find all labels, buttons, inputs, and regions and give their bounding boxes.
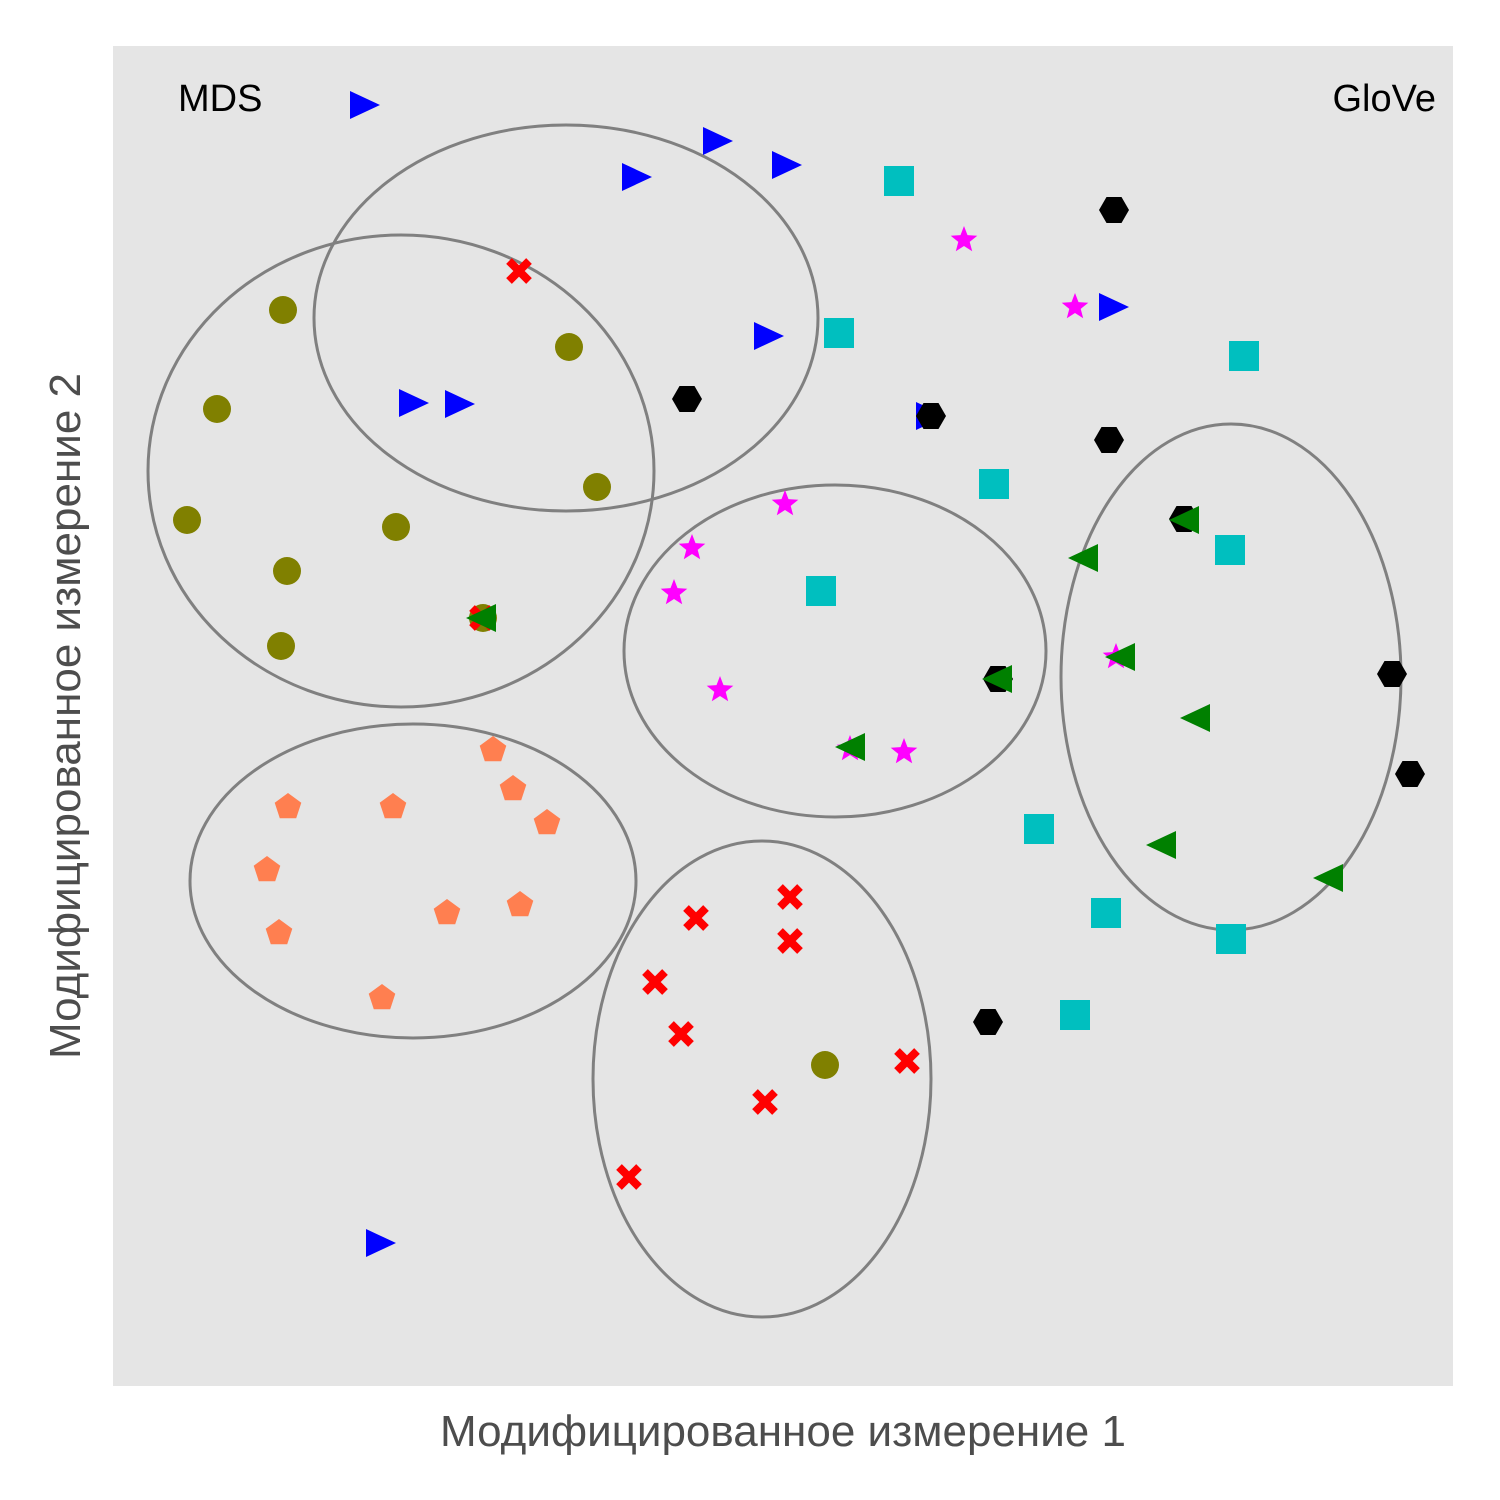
point-triangle-left-1	[1169, 506, 1199, 534]
y-axis-label: Модифицированное измерение 2	[41, 373, 90, 1059]
point-triangle-right-6	[445, 390, 475, 418]
point-pentagon-1	[479, 736, 507, 762]
point-circle-4	[583, 473, 611, 501]
point-star-9	[890, 738, 918, 764]
point-star-6	[706, 676, 734, 702]
point-triangle-right-2	[622, 163, 652, 191]
point-star-4	[678, 534, 706, 560]
point-square-8	[1091, 898, 1121, 928]
point-circle-2	[555, 333, 583, 361]
point-hexagon-3	[916, 403, 946, 429]
point-triangle-left-7	[1146, 831, 1176, 859]
point-circle-6	[382, 513, 410, 541]
point-circle-9	[267, 632, 295, 660]
point-triangle-left-6	[835, 733, 865, 761]
point-pentagon-3	[533, 809, 561, 835]
cluster-ellipse-3	[622, 483, 1048, 819]
point-hexagon-9	[973, 1009, 1003, 1035]
point-square-2	[824, 318, 854, 348]
x-axis-label: Модифицированное измерение 1	[440, 1407, 1126, 1456]
point-star-5	[660, 579, 688, 605]
point-circle-7	[273, 557, 301, 585]
point-square-7	[1024, 814, 1054, 844]
point-triangle-left-5	[1180, 704, 1210, 732]
point-triangle-right-3	[703, 127, 733, 155]
point-hexagon-2	[672, 386, 702, 412]
point-pentagon-9	[265, 919, 293, 945]
point-x-7	[668, 1021, 694, 1047]
point-pentagon-8	[506, 891, 534, 917]
cluster-ellipse-6	[591, 839, 933, 1319]
point-hexagon-7	[1377, 661, 1407, 687]
point-hexagon-4	[1094, 427, 1124, 453]
point-triangle-left-3	[982, 665, 1012, 693]
point-star-3	[771, 490, 799, 516]
point-x-4	[777, 928, 803, 954]
point-x-9	[752, 1089, 778, 1115]
point-pentagon-7	[433, 899, 461, 925]
point-circle-5	[173, 506, 201, 534]
point-triangle-right-10	[366, 1229, 396, 1257]
point-triangle-left-2	[1068, 544, 1098, 572]
point-hexagon-8	[1395, 761, 1425, 787]
data-points	[173, 91, 1425, 1257]
point-pentagon-5	[379, 793, 407, 819]
point-pentagon-6	[253, 856, 281, 882]
point-pentagon-10	[368, 984, 396, 1010]
point-x-5	[683, 905, 709, 931]
plot-panel	[113, 46, 1453, 1386]
annotation-top-right: GloVe	[1332, 78, 1436, 120]
annotation-top-left: MDS	[178, 78, 262, 120]
point-pentagon-2	[499, 775, 527, 801]
point-circle-10	[811, 1051, 839, 1079]
point-square-6	[806, 576, 836, 606]
point-circle-1	[269, 296, 297, 324]
point-x-1	[506, 258, 532, 284]
point-triangle-right-9	[1099, 293, 1129, 321]
point-square-4	[979, 469, 1009, 499]
series-square	[806, 166, 1259, 1030]
point-star-2	[1061, 293, 1089, 319]
point-square-3	[1229, 341, 1259, 371]
series-pentagon	[253, 736, 561, 1010]
point-triangle-right-4	[772, 151, 802, 179]
point-square-9	[1216, 924, 1246, 954]
point-triangle-right-7	[399, 389, 429, 417]
point-square-5	[1215, 535, 1245, 565]
point-square-10	[1060, 1000, 1090, 1030]
point-triangle-left-8	[1313, 864, 1343, 892]
point-triangle-right-5	[754, 322, 784, 350]
point-x-8	[894, 1048, 920, 1074]
point-x-3	[777, 884, 803, 910]
cluster-ellipse-2	[146, 233, 656, 709]
point-circle-3	[203, 395, 231, 423]
point-triangle-left-9	[466, 604, 496, 632]
point-triangle-left-4	[1105, 643, 1135, 671]
series-triangle-right	[350, 91, 1129, 1257]
series-triangle-left	[466, 506, 1343, 892]
point-hexagon-1	[1099, 197, 1129, 223]
point-square-1	[884, 166, 914, 196]
cluster-ellipse-5	[188, 722, 638, 1040]
point-x-10	[616, 1164, 642, 1190]
point-pentagon-4	[274, 793, 302, 819]
cluster-ellipse-1	[312, 123, 820, 513]
point-triangle-right-1	[350, 91, 380, 119]
point-x-6	[642, 969, 668, 995]
point-star-1	[950, 226, 978, 252]
